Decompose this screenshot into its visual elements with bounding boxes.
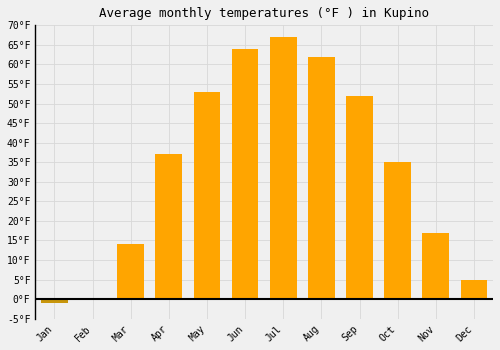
Bar xyxy=(384,162,411,299)
Bar xyxy=(270,37,296,299)
Bar xyxy=(156,154,182,299)
Bar xyxy=(460,280,487,299)
Bar xyxy=(232,49,258,299)
Bar xyxy=(194,92,220,299)
Bar xyxy=(118,244,144,299)
Title: Average monthly temperatures (°F ) in Kupino: Average monthly temperatures (°F ) in Ku… xyxy=(99,7,429,20)
Bar xyxy=(41,299,68,303)
Bar xyxy=(346,96,373,299)
Bar xyxy=(422,233,449,299)
Bar xyxy=(308,57,335,299)
